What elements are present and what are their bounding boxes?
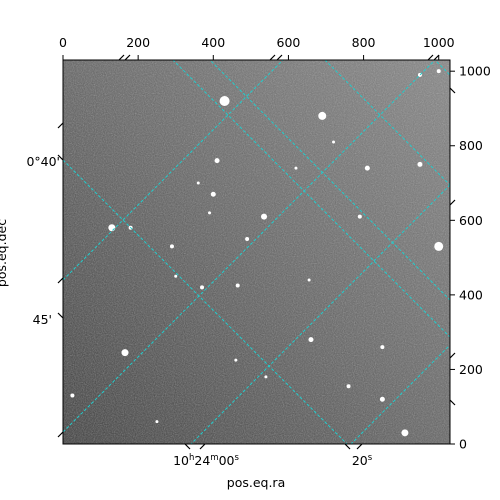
world-tick-16 bbox=[449, 199, 456, 206]
top-tick-label-2: 400 bbox=[201, 35, 225, 50]
world-tick-15 bbox=[449, 87, 456, 94]
ra-tick-label-1: 20s bbox=[352, 453, 373, 468]
star-19 bbox=[379, 396, 385, 402]
star-5 bbox=[210, 191, 216, 197]
grid-line-5 bbox=[63, 60, 436, 433]
right-tick-label-2: 400 bbox=[459, 287, 483, 302]
world-tick-8 bbox=[344, 443, 351, 450]
world-tick-10 bbox=[57, 122, 64, 129]
star-1 bbox=[318, 111, 327, 120]
dec-tick-label-0: 0°40' bbox=[26, 154, 60, 169]
star-25 bbox=[208, 211, 212, 215]
right-tick-label-5: 1000 bbox=[459, 64, 491, 79]
star-21 bbox=[70, 393, 75, 398]
world-tick-5 bbox=[433, 54, 440, 61]
star-11 bbox=[200, 285, 205, 290]
star-24 bbox=[155, 420, 159, 424]
top-tick-label-5: 1000 bbox=[423, 35, 455, 50]
world-tick-14 bbox=[57, 431, 64, 438]
right-tick-label-0: 0 bbox=[459, 437, 467, 452]
grid-line-1 bbox=[172, 60, 450, 338]
world-tick-12 bbox=[57, 277, 64, 284]
grid-line-7 bbox=[190, 184, 450, 444]
grid-line-8 bbox=[350, 344, 450, 444]
right-tick-label-1: 200 bbox=[459, 362, 483, 377]
top-tick-label-0: 0 bbox=[59, 35, 67, 50]
world-tick-13 bbox=[57, 312, 64, 319]
sky-noise bbox=[63, 60, 450, 444]
top-tick-label-1: 200 bbox=[126, 35, 150, 50]
world-tick-7 bbox=[199, 443, 206, 450]
star-17 bbox=[346, 384, 351, 389]
star-4 bbox=[417, 161, 423, 167]
star-15 bbox=[121, 349, 129, 357]
star-9 bbox=[245, 236, 250, 241]
world-axis-ticks bbox=[57, 54, 456, 450]
star-18 bbox=[264, 375, 268, 379]
star-0 bbox=[219, 96, 230, 107]
grid-line-0 bbox=[63, 159, 348, 444]
coordinate-grid bbox=[63, 60, 450, 444]
top-tick-label-4: 800 bbox=[352, 35, 376, 50]
star-29 bbox=[234, 358, 238, 362]
x-axis-label: pos.eq.ra bbox=[227, 475, 285, 490]
grid-line-6 bbox=[63, 60, 284, 281]
ra-tick-label-0-text: 10h24m00s bbox=[173, 453, 239, 468]
image-panel bbox=[63, 60, 450, 444]
star-3 bbox=[364, 165, 370, 171]
world-tick-11 bbox=[57, 154, 64, 161]
star-28 bbox=[357, 214, 362, 219]
world-tick-0 bbox=[118, 54, 125, 61]
world-tick-9 bbox=[356, 443, 363, 450]
star-22 bbox=[436, 69, 441, 74]
top-axis: 0 200 400 600 800 1000 bbox=[59, 35, 455, 60]
grid-line-2 bbox=[209, 60, 450, 301]
star-6 bbox=[261, 213, 268, 220]
right-axis: 0 200 400 600 800 1000 bbox=[450, 64, 491, 452]
star-31 bbox=[332, 140, 336, 144]
ra-tick-label-0: 10h24m00s bbox=[173, 453, 239, 468]
star-26 bbox=[294, 166, 298, 170]
right-tick-label-3: 600 bbox=[459, 213, 483, 228]
world-tick-4 bbox=[427, 54, 434, 61]
right-tick-label-4: 800 bbox=[459, 138, 483, 153]
world-tick-3 bbox=[276, 54, 283, 61]
world-tick-1 bbox=[124, 54, 131, 61]
star-16 bbox=[380, 345, 385, 350]
world-tick-2 bbox=[269, 54, 276, 61]
y-axis-label: pos.eq.dec bbox=[0, 219, 9, 287]
plot-frame bbox=[62, 59, 451, 445]
world-tick-17 bbox=[449, 352, 456, 359]
star-2 bbox=[214, 158, 220, 164]
star-7 bbox=[108, 224, 116, 232]
star-field bbox=[70, 69, 444, 437]
top-tick-label-3: 600 bbox=[277, 35, 301, 50]
star-32 bbox=[196, 181, 200, 185]
dec-tick-label-1: 45' bbox=[33, 312, 52, 327]
star-12 bbox=[235, 283, 240, 288]
ra-tick-label-1-text: 20s bbox=[352, 453, 373, 468]
star-14 bbox=[308, 337, 314, 343]
star-8 bbox=[434, 241, 444, 251]
world-tick-18 bbox=[449, 399, 456, 406]
world-tick-6 bbox=[184, 443, 191, 450]
star-13 bbox=[307, 278, 311, 282]
star-27 bbox=[174, 274, 178, 278]
star-20 bbox=[401, 429, 409, 437]
star-10 bbox=[169, 244, 174, 249]
